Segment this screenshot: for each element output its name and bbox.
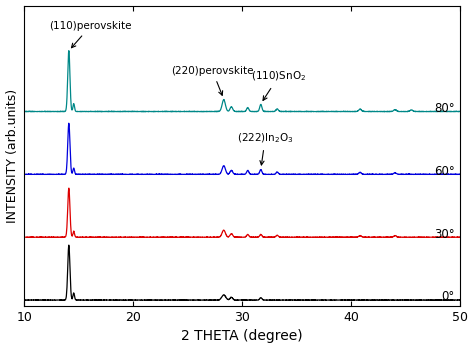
Text: 80°: 80° bbox=[434, 102, 455, 115]
Text: 60°: 60° bbox=[434, 165, 455, 178]
Text: (220)perovskite: (220)perovskite bbox=[172, 66, 254, 95]
Text: 0°: 0° bbox=[442, 290, 455, 304]
Text: 30°: 30° bbox=[434, 228, 455, 241]
Text: (110)SnO$_2$: (110)SnO$_2$ bbox=[251, 70, 306, 101]
Y-axis label: INTENSITY (arb.units): INTENSITY (arb.units) bbox=[6, 89, 18, 223]
Text: (110)perovskite: (110)perovskite bbox=[49, 21, 132, 48]
Text: (222)In$_2$O$_3$: (222)In$_2$O$_3$ bbox=[237, 131, 294, 165]
X-axis label: 2 THETA (degree): 2 THETA (degree) bbox=[182, 329, 303, 343]
